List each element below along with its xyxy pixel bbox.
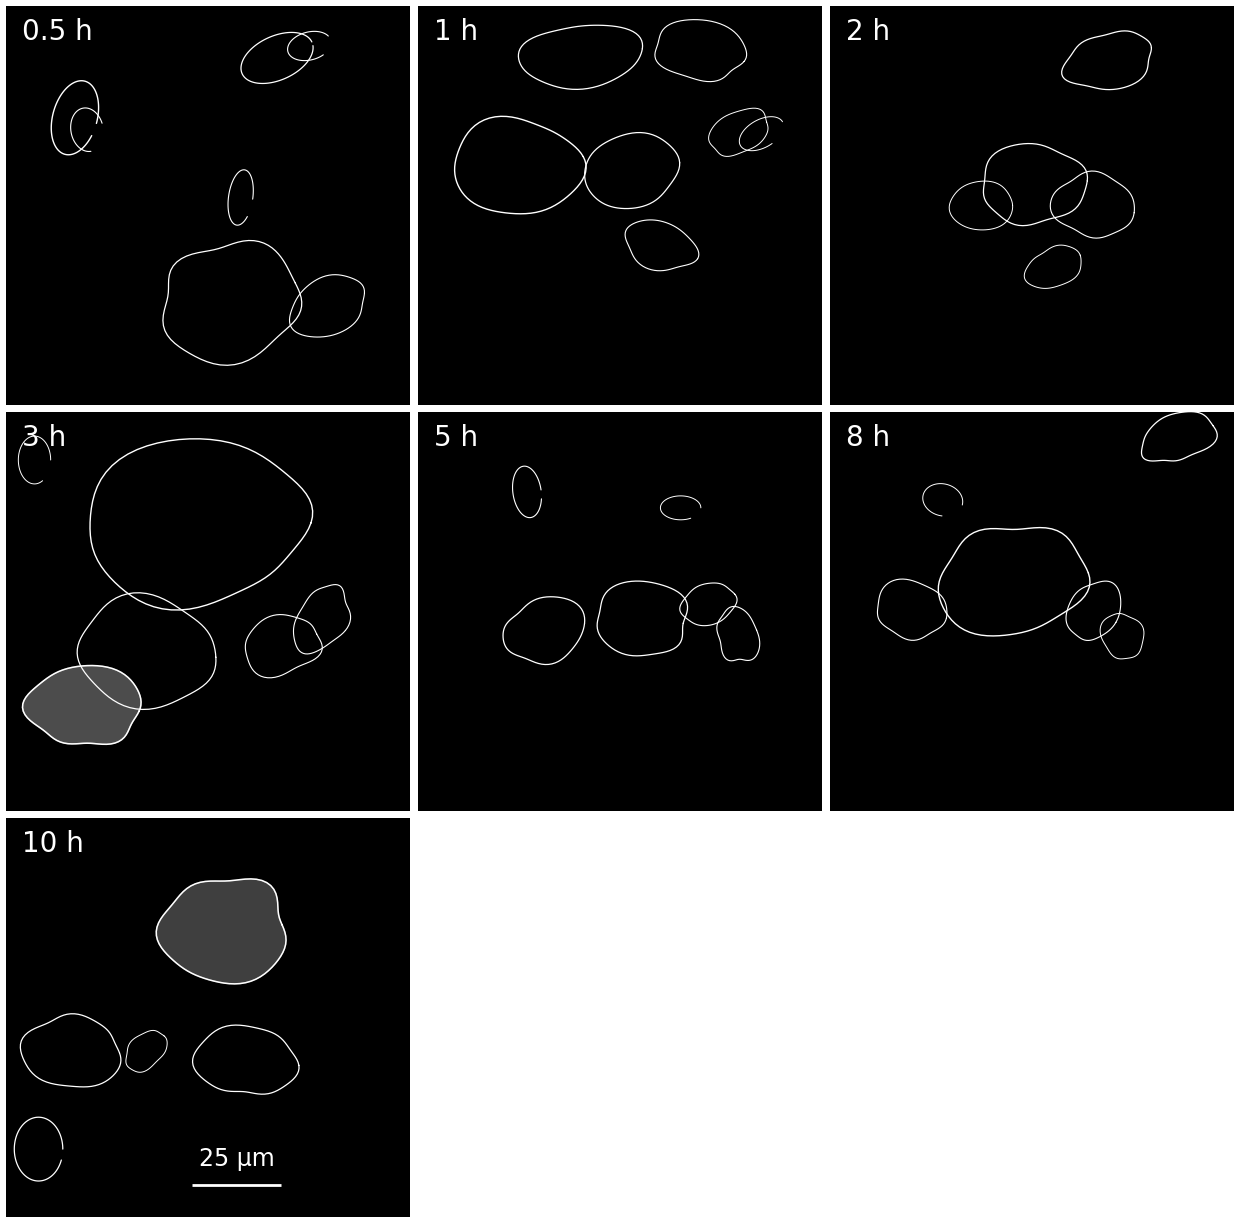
Text: 8 h: 8 h (846, 424, 890, 453)
Polygon shape (156, 879, 286, 983)
Text: 10 h: 10 h (22, 830, 84, 859)
Text: 2 h: 2 h (846, 18, 890, 46)
Polygon shape (22, 665, 141, 745)
Text: 1 h: 1 h (434, 18, 479, 46)
Text: 25 μm: 25 μm (198, 1147, 274, 1172)
Text: 0.5 h: 0.5 h (22, 18, 93, 46)
Text: 3 h: 3 h (22, 424, 67, 453)
Text: 5 h: 5 h (434, 424, 479, 453)
